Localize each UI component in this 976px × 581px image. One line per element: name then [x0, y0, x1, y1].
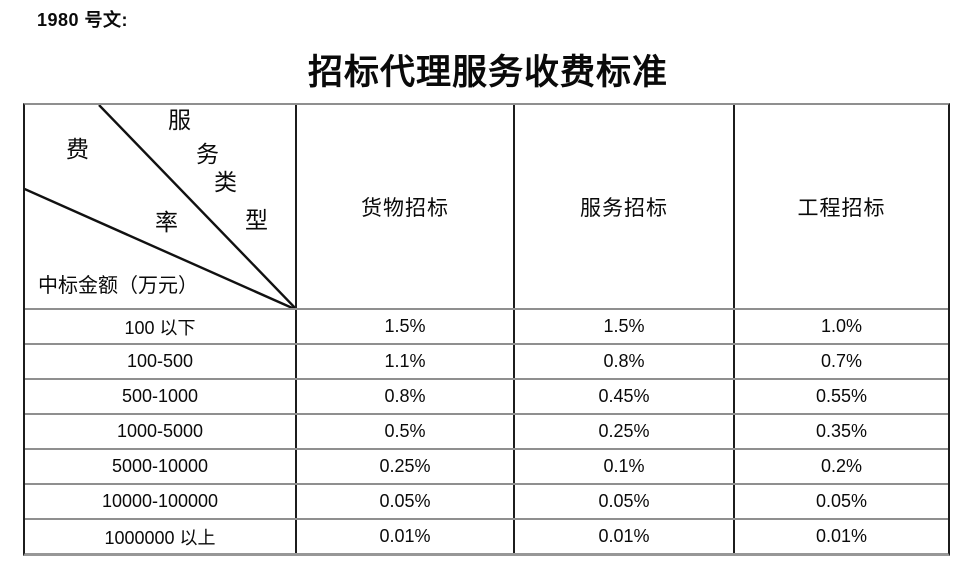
rate-cell: 1.1% — [295, 345, 513, 378]
rate-cell: 0.05% — [733, 485, 948, 518]
rate-cell: 0.1% — [513, 450, 733, 483]
rate-cell: 1.0% — [733, 310, 948, 343]
rate-cell: 0.8% — [295, 380, 513, 413]
row-range-label: 1000-5000 — [116, 421, 204, 441]
corner-row-axis-label: 中标金额（万元） — [38, 275, 198, 297]
diagonal-lines-icon — [25, 105, 295, 308]
rate-cell: 0.05% — [513, 485, 733, 518]
rate-cell: 0.01% — [295, 520, 513, 553]
column-header-goods: 货物招标 — [295, 105, 513, 308]
row-range-label: 100-500 — [126, 351, 194, 371]
rate-cell: 0.45% — [513, 380, 733, 413]
row-range-label: 500-1000 — [121, 386, 199, 406]
table-row: 100 以下 1.5% 1.5% 1.0% — [25, 308, 948, 343]
rate-cell: 0.55% — [733, 380, 948, 413]
rate-cell: 0.01% — [513, 520, 733, 553]
table-row: 5000-10000 0.25% 0.1% 0.2% — [25, 448, 948, 483]
corner-label-service-2: 务 — [196, 142, 219, 167]
corner-label-fee: 费 — [66, 137, 89, 162]
corner-cell: 费 率 服 务 类 型 中标金额（万元） — [25, 105, 295, 308]
row-range-label: 10000-100000 — [101, 491, 219, 511]
row-range-label: 1000000 以上 — [104, 527, 216, 548]
document-number: 1980 号文: — [37, 10, 129, 30]
table-header-row: 费 率 服 务 类 型 中标金额（万元） 货物招标 服务招标 工程招标 — [25, 105, 948, 308]
rate-cell: 0.7% — [733, 345, 948, 378]
row-range-label: 5000-10000 — [111, 456, 209, 476]
rate-cell: 0.2% — [733, 450, 948, 483]
rate-cell: 0.25% — [295, 450, 513, 483]
rate-cell: 0.35% — [733, 415, 948, 448]
rate-cell: 0.5% — [295, 415, 513, 448]
rate-cell: 1.5% — [513, 310, 733, 343]
corner-label-service-1: 服 — [168, 108, 191, 133]
table-row: 1000000 以上 0.01% 0.01% 0.01% — [25, 518, 948, 553]
table-row: 10000-100000 0.05% 0.05% 0.05% — [25, 483, 948, 518]
rate-cell: 0.8% — [513, 345, 733, 378]
column-header-service: 服务招标 — [513, 105, 733, 308]
fee-rate-table: 费 率 服 务 类 型 中标金额（万元） 货物招标 服务招标 工程招标 100 … — [23, 103, 950, 556]
column-header-engineering: 工程招标 — [733, 105, 948, 308]
page-title: 招标代理服务收费标准 — [307, 53, 668, 92]
corner-label-service-3: 类 — [214, 170, 237, 195]
rate-cell: 0.01% — [733, 520, 948, 553]
table-row: 100-500 1.1% 0.8% 0.7% — [25, 343, 948, 378]
table-row: 500-1000 0.8% 0.45% 0.55% — [25, 378, 948, 413]
rate-cell: 0.05% — [295, 485, 513, 518]
table-row: 1000-5000 0.5% 0.25% 0.35% — [25, 413, 948, 448]
corner-label-service-4: 型 — [245, 208, 268, 233]
row-range-label: 100 以下 — [124, 317, 196, 338]
rate-cell: 1.5% — [295, 310, 513, 343]
rate-cell: 0.25% — [513, 415, 733, 448]
corner-label-rate: 率 — [155, 210, 178, 235]
